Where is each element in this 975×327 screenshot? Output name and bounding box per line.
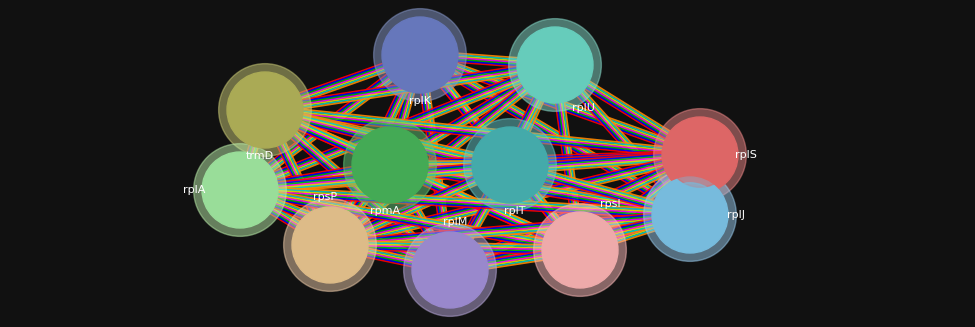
Circle shape	[292, 207, 368, 283]
Circle shape	[358, 133, 422, 197]
Circle shape	[352, 127, 428, 203]
Circle shape	[417, 238, 483, 302]
Text: rplU: rplU	[571, 103, 595, 113]
Circle shape	[472, 127, 548, 203]
Circle shape	[343, 119, 437, 211]
Circle shape	[202, 152, 278, 228]
Circle shape	[194, 144, 287, 236]
Circle shape	[668, 123, 732, 187]
Circle shape	[412, 232, 488, 308]
Circle shape	[404, 224, 496, 316]
Text: trmD: trmD	[246, 151, 274, 161]
Circle shape	[297, 213, 363, 277]
Circle shape	[388, 23, 452, 87]
Circle shape	[653, 109, 746, 201]
Circle shape	[218, 64, 311, 156]
Circle shape	[644, 169, 736, 261]
Text: rplT: rplT	[504, 206, 526, 216]
Circle shape	[533, 204, 626, 296]
Circle shape	[542, 212, 618, 288]
Circle shape	[509, 19, 602, 112]
Circle shape	[382, 17, 458, 93]
Circle shape	[227, 72, 303, 148]
Text: rpsP: rpsP	[313, 192, 337, 202]
Circle shape	[464, 119, 557, 211]
Text: rplJ: rplJ	[727, 210, 745, 220]
Text: rplM: rplM	[443, 217, 467, 227]
Circle shape	[517, 27, 593, 103]
Circle shape	[662, 117, 738, 193]
Circle shape	[284, 198, 376, 291]
Circle shape	[208, 158, 272, 222]
Text: rpsI: rpsI	[600, 199, 620, 209]
Circle shape	[373, 9, 466, 101]
Circle shape	[478, 133, 542, 197]
Text: rplA: rplA	[183, 185, 205, 195]
Text: rpmA: rpmA	[370, 206, 400, 216]
Circle shape	[523, 33, 587, 97]
Circle shape	[233, 78, 297, 142]
Circle shape	[548, 218, 612, 282]
Text: rplK: rplK	[409, 96, 431, 106]
Text: rplS: rplS	[735, 150, 757, 160]
Circle shape	[652, 177, 728, 253]
Circle shape	[658, 183, 722, 247]
